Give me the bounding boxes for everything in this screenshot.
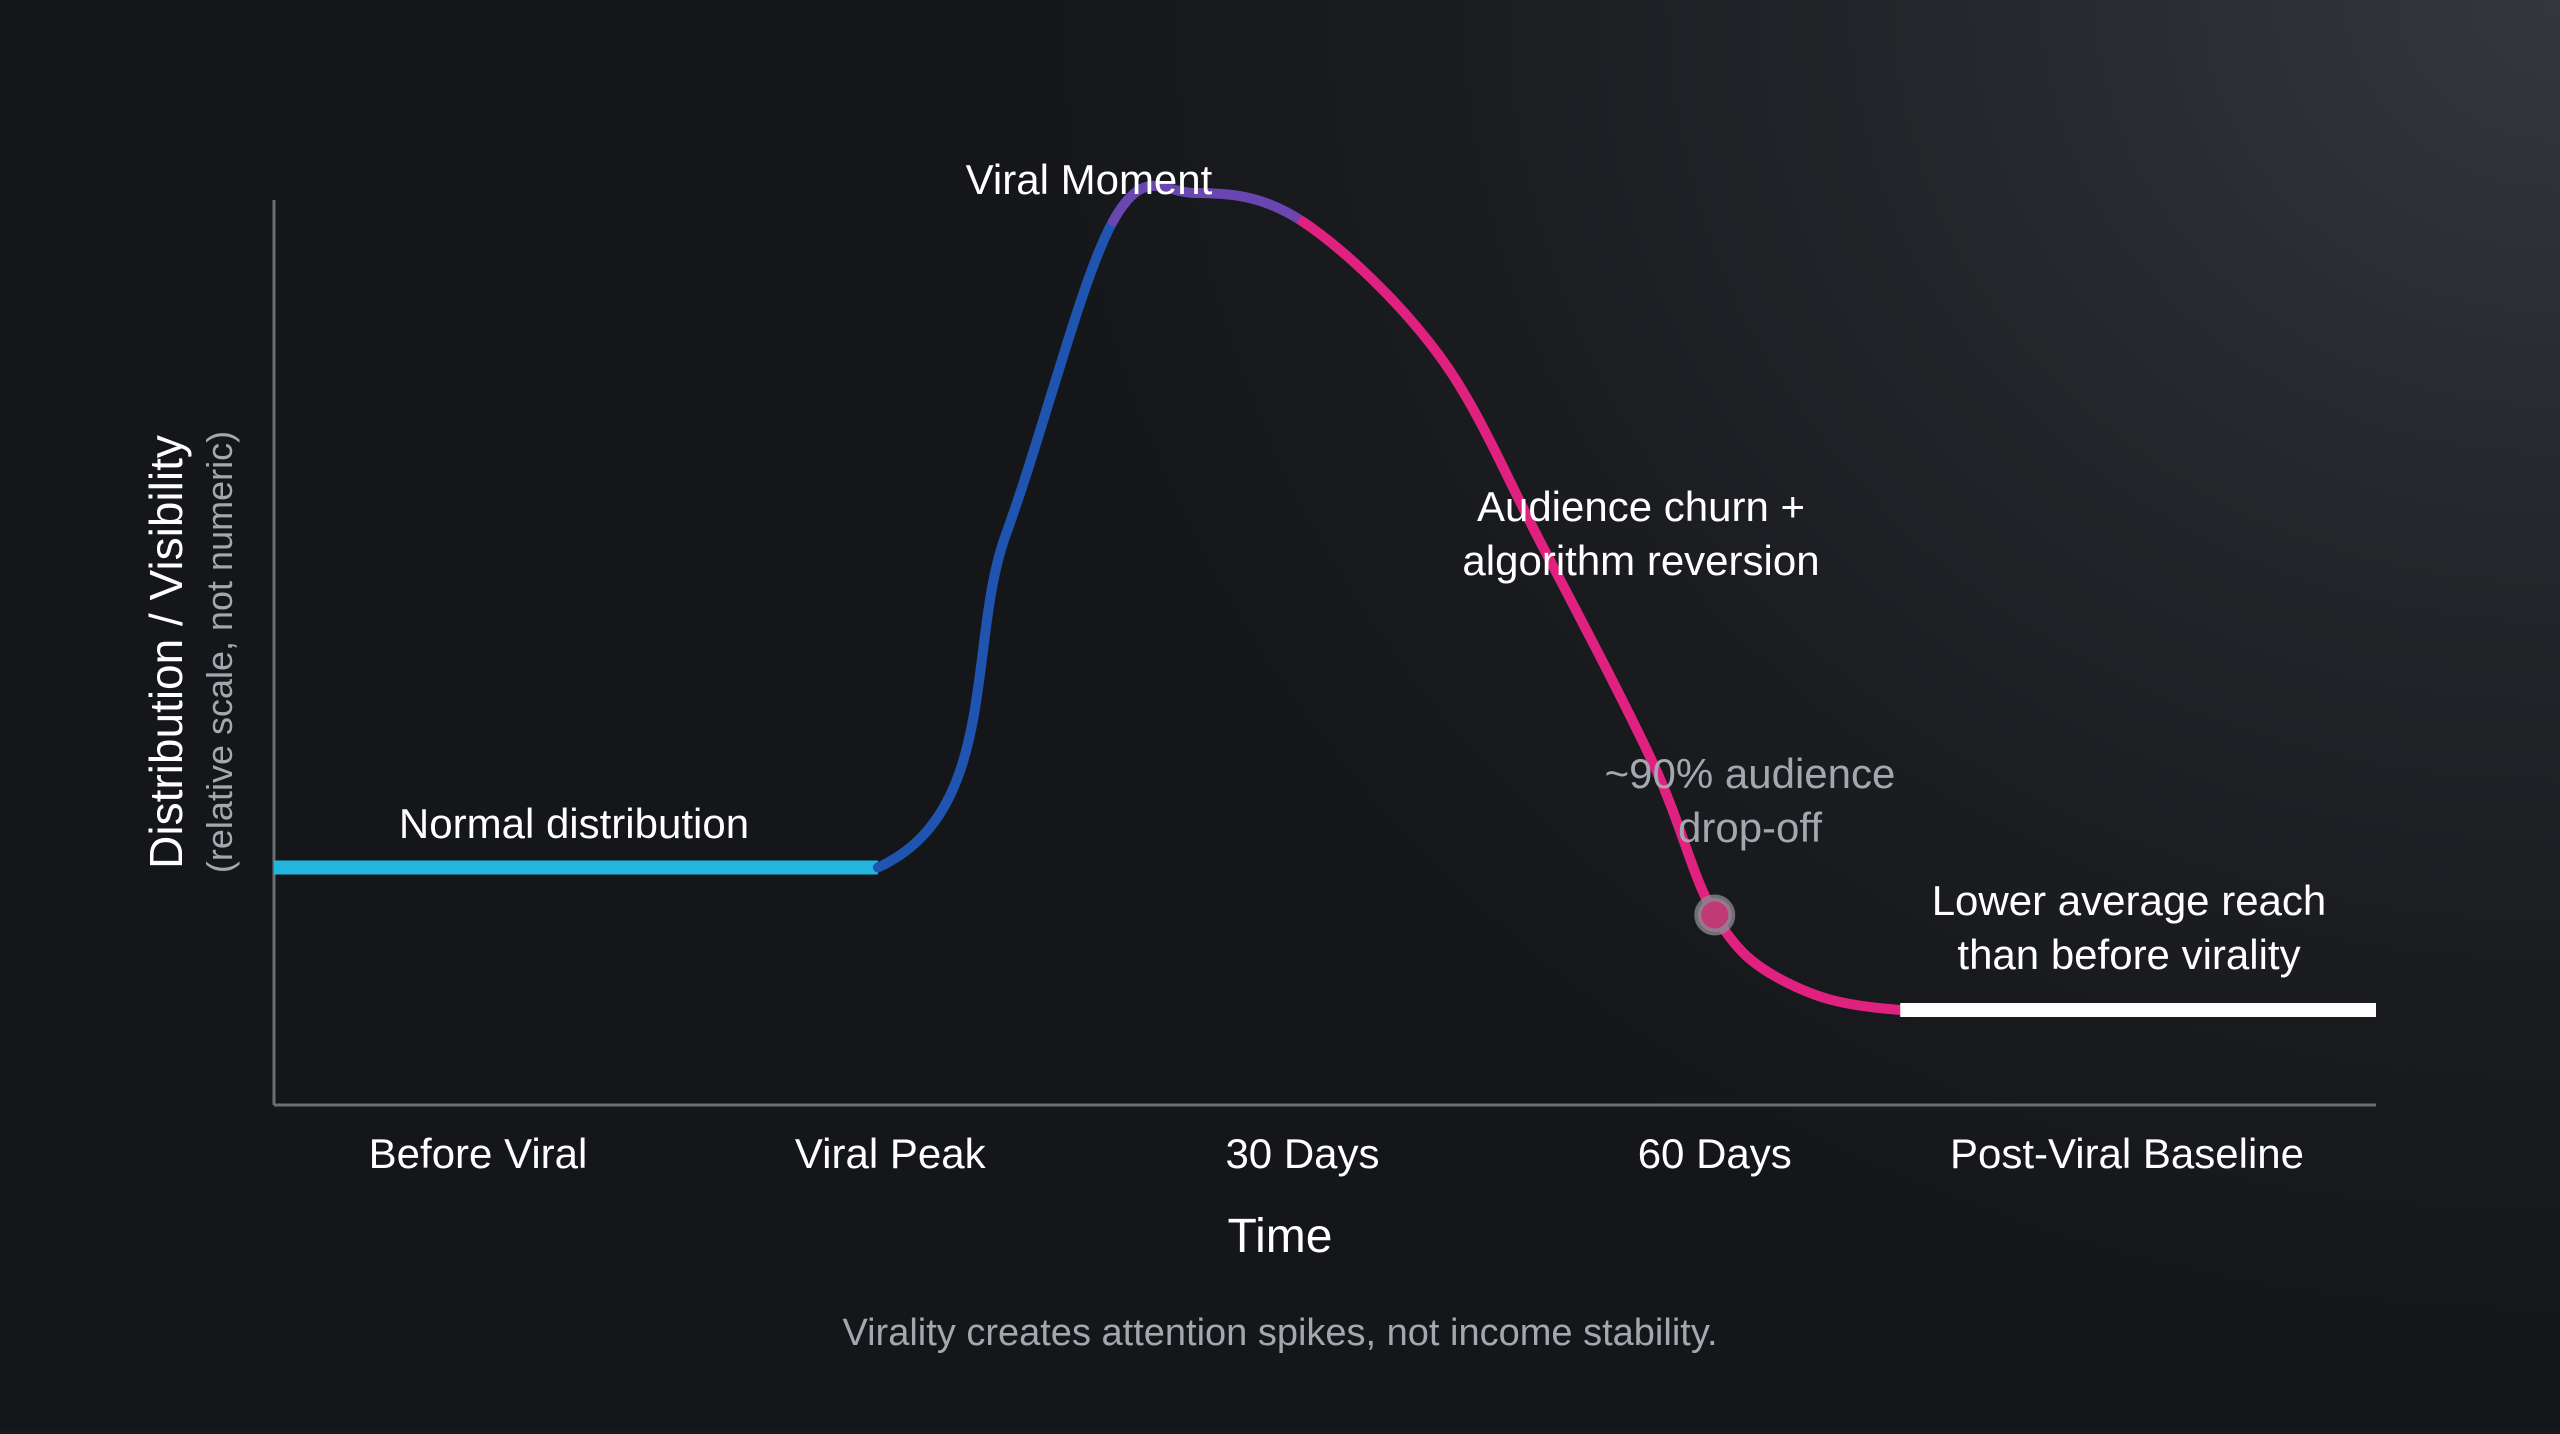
x-tick-label: Before Viral	[369, 1130, 588, 1177]
y-axis-title: Distribution / Visibility	[140, 435, 192, 869]
annotation-churn-line-2: algorithm reversion	[1462, 537, 1819, 584]
annotation-dropoff-line-2: drop-off	[1678, 804, 1822, 851]
dropoff-marker	[1694, 894, 1736, 936]
curve-segment-rise	[872, 216, 1118, 873]
y-axis-subtitle: (relative scale, not numeric)	[199, 431, 240, 873]
annotation-lower-reach-line-2: than before virality	[1957, 931, 2300, 978]
annotation-normal-distribution: Normal distribution	[399, 800, 749, 847]
annotation-lower-reach-line-1: Lower average reach	[1932, 877, 2327, 924]
x-tick-label: Post-Viral Baseline	[1950, 1130, 2304, 1177]
annotation-dropoff-line-1: ~90% audience	[1605, 750, 1896, 797]
curve-segment-peak	[1107, 180, 1308, 227]
x-tick-label: 60 Days	[1638, 1130, 1792, 1177]
x-tick-label: 30 Days	[1225, 1130, 1379, 1177]
annotation-viral-moment: Viral Moment	[966, 156, 1213, 203]
x-tick-label: Viral Peak	[795, 1130, 987, 1177]
x-axis-title: Time	[1228, 1210, 1333, 1263]
annotation-churn-line-1: Audience churn +	[1477, 483, 1805, 530]
curve-segment-decline	[1297, 216, 1906, 1015]
chart-caption: Virality creates attention spikes, not i…	[842, 1312, 1717, 1354]
x-tick-labels: Before Viral Viral Peak 30 Days 60 Days Post…	[369, 1130, 2304, 1177]
